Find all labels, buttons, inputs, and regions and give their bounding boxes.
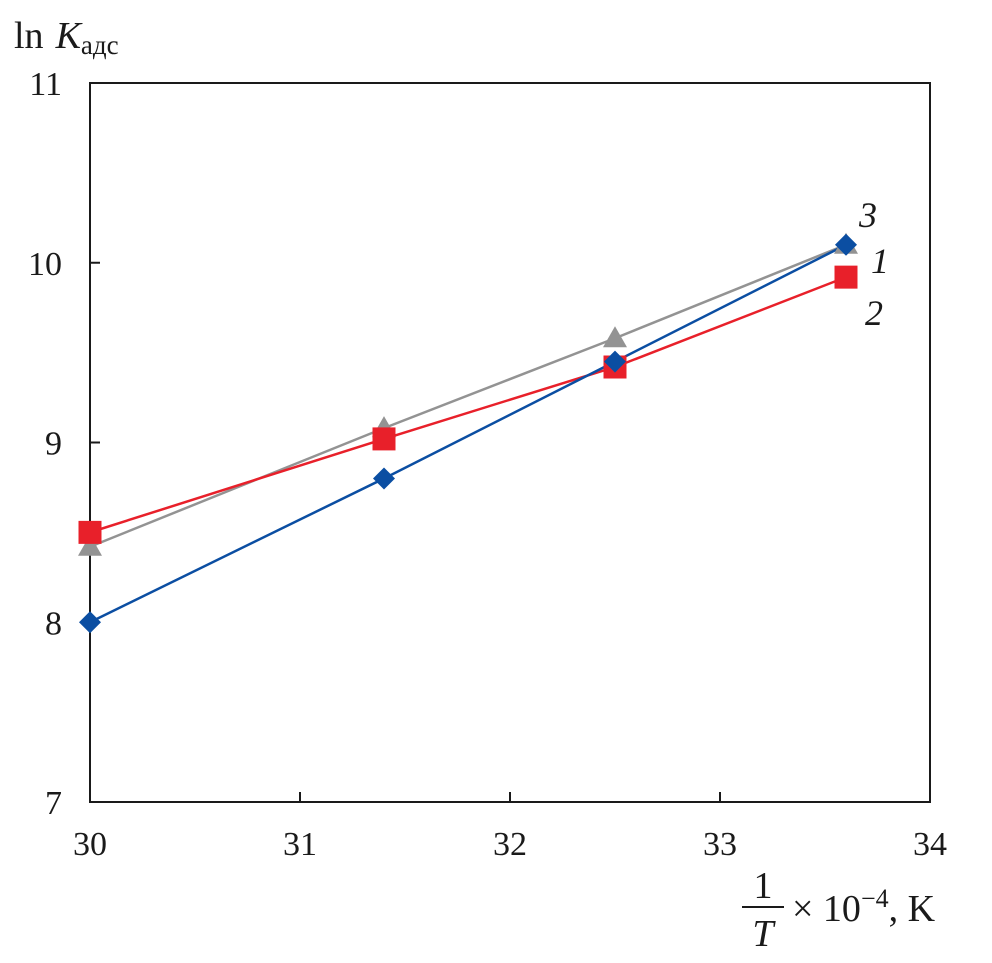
x-tick-label: 34 [913, 826, 947, 863]
x-axis-title: 1 T × 10−4, K [742, 865, 936, 955]
series-3-point [78, 534, 102, 556]
x-axis-title-unit: , K [889, 888, 936, 930]
series-3-point [603, 326, 627, 348]
series-2-point [834, 265, 858, 289]
x-axis-title-multiplier: × 10 [792, 888, 861, 930]
axis-ticks [90, 261, 721, 802]
x-axis-title-numerator: 1 [754, 865, 773, 907]
x-tick-label: 32 [493, 826, 527, 863]
x-tick-label: 33 [703, 826, 737, 863]
series-2-label: 2 [865, 293, 883, 333]
series-1-point [79, 611, 101, 634]
x-tick-label: 31 [283, 826, 317, 863]
series-2-point [372, 427, 396, 451]
series-1-line [89, 243, 847, 624]
x-axis-title-denominator: T [752, 913, 776, 955]
y-axis-title: ln Kадс [14, 15, 119, 60]
y-axis-title-main: ln [14, 15, 44, 57]
x-tick-label: 30 [73, 826, 107, 863]
series-3-line [89, 243, 847, 548]
series-1-point [835, 233, 857, 256]
series-1-point [373, 467, 395, 490]
y-tick-label: 7 [45, 785, 62, 822]
y-tick-label: 10 [28, 246, 62, 283]
series-1-label: 1 [871, 241, 889, 281]
y-tick-label: 9 [45, 426, 62, 463]
plot-frame [89, 82, 931, 803]
y-axis-title-sub: адс [81, 30, 119, 60]
series-2-line [89, 275, 847, 534]
y-axis-title-var: K [55, 15, 83, 57]
series-3-label: 3 [858, 195, 877, 235]
y-tick-label: 8 [45, 605, 62, 642]
series-labels: 1 2 3 [858, 195, 889, 333]
x-axis-title-rest: × 10−4, K [792, 884, 936, 930]
series-1-point [604, 350, 626, 373]
series-markers [78, 232, 858, 634]
series-lines [89, 243, 847, 624]
series-2-point [78, 520, 102, 544]
x-axis-title-exponent: −4 [861, 884, 889, 913]
y-tick-label: 11 [29, 66, 62, 103]
